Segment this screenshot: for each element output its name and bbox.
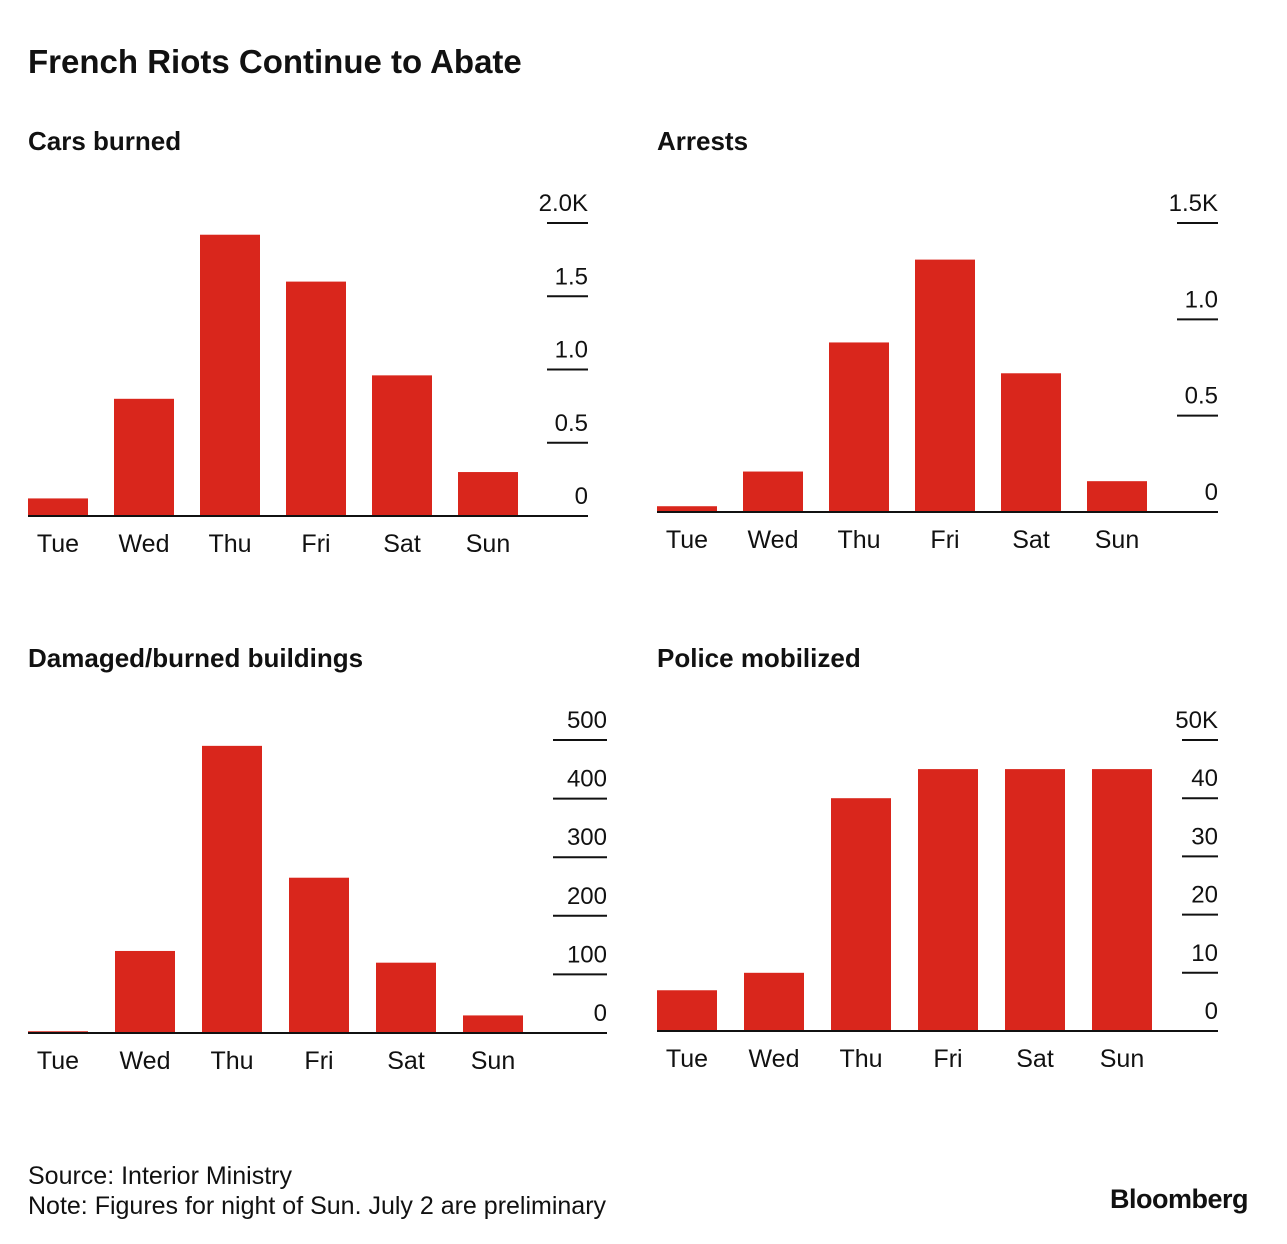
y-tick-label: 30 [1191,823,1218,850]
x-tick-label: Fri [301,530,330,558]
y-tick-label: 100 [567,941,607,968]
y-tick-label: 10 [1191,940,1218,967]
bar [657,990,717,1031]
panel-title: Arrests [657,126,748,156]
x-tick-label: Fri [933,1045,962,1073]
y-tick-label: 40 [1191,765,1218,792]
source: Source: Interior Ministry [28,1162,292,1190]
x-tick-label: Tue [37,530,79,558]
y-tick-label: 0 [1205,998,1218,1025]
x-tick-label: Wed [120,1047,171,1075]
bar [1087,481,1147,512]
x-tick-label: Sun [466,530,510,558]
x-tick-label: Wed [749,1045,800,1073]
x-tick-label: Sun [471,1047,515,1075]
page-title: French Riots Continue to Abate [28,43,522,80]
bar [114,398,174,516]
x-tick-label: Tue [37,1047,79,1075]
x-tick-label: Fri [304,1047,333,1075]
y-tick-label: 1.0 [555,337,588,364]
brand: Bloomberg [1110,1184,1248,1214]
x-tick-label: Fri [930,526,959,554]
x-tick-label: Thu [208,530,251,558]
bar [1092,769,1152,1031]
panel-title: Police mobilized [657,643,861,673]
x-tick-label: Sat [1016,1045,1054,1073]
bar [286,281,346,516]
bar [115,950,175,1033]
y-tick-label: 0.5 [555,410,588,437]
bar [289,877,349,1033]
x-tick-label: Sun [1095,526,1139,554]
y-tick-label: 300 [567,824,607,851]
bar [829,342,889,512]
bar [1005,769,1065,1031]
note: Note: Figures for night of Sun. July 2 a… [28,1192,607,1220]
y-tick-label: 1.5 [555,263,588,290]
y-tick-label: 200 [567,883,607,910]
x-tick-label: Tue [666,526,708,554]
x-tick-label: Wed [748,526,799,554]
y-tick-label: 2.0K [539,190,588,217]
y-tick-label: 1.0 [1185,286,1218,313]
y-tick-label: 400 [567,766,607,793]
x-tick-label: Thu [210,1047,253,1075]
x-tick-label: Tue [666,1045,708,1073]
bar [372,375,432,516]
y-tick-label: 0 [575,483,588,510]
panel-title: Cars burned [28,126,181,156]
y-tick-label: 0 [1205,479,1218,506]
x-tick-label: Thu [837,526,880,554]
bar [376,962,436,1033]
x-tick-label: Sat [387,1047,425,1075]
bar [743,471,803,512]
bar [918,769,978,1031]
bar [202,745,262,1033]
y-tick-label: 0.5 [1185,383,1218,410]
bar [744,972,804,1031]
bar [915,259,975,512]
bar [831,798,891,1031]
x-tick-label: Thu [839,1045,882,1073]
bar [458,472,518,516]
bar [28,498,88,516]
x-tick-label: Sat [383,530,421,558]
y-tick-label: 20 [1191,882,1218,909]
bar [463,1015,523,1033]
panel-title: Damaged/burned buildings [28,643,363,673]
x-tick-label: Sun [1100,1045,1144,1073]
bar [1001,373,1061,512]
y-tick-label: 500 [567,707,607,734]
x-tick-label: Wed [119,530,170,558]
bar [200,234,260,516]
bar [657,506,717,512]
y-tick-label: 50K [1175,707,1218,734]
y-tick-label: 0 [594,1000,607,1027]
x-tick-label: Sat [1012,526,1050,554]
y-tick-label: 1.5K [1169,190,1218,217]
